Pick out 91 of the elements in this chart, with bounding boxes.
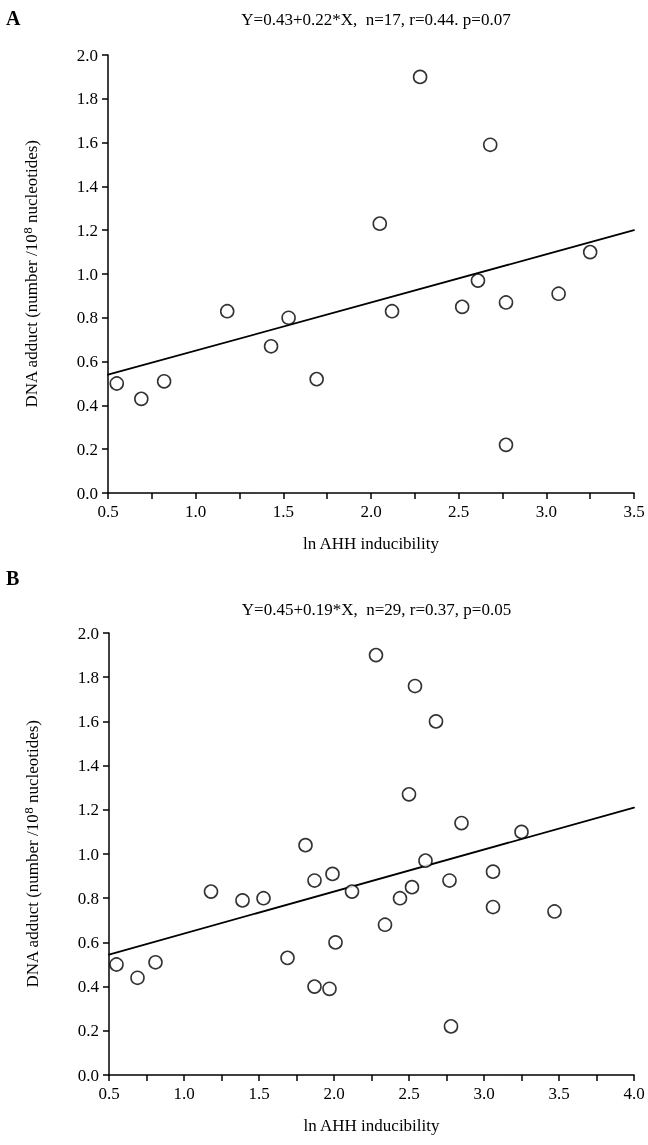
- point: [134, 391, 149, 407]
- point: [328, 935, 343, 950]
- x-tick-label: 1.5: [248, 1084, 270, 1103]
- y-tick-label: 0.4: [77, 977, 100, 997]
- point: [368, 647, 384, 663]
- point: [148, 954, 163, 970]
- y-tick-label: 0.6: [76, 352, 98, 372]
- x-tick-label: 3.0: [535, 502, 557, 521]
- point: [454, 815, 469, 831]
- x-tick-label: 0.5: [97, 502, 119, 521]
- y-axis-title: DNA adduct (number /108 nucleotides): [20, 139, 41, 408]
- point: [281, 310, 296, 326]
- point: [407, 678, 423, 694]
- x-tick-label: 2.0: [360, 502, 382, 521]
- point: [377, 917, 393, 933]
- y-tick-label: 0.0: [76, 483, 98, 503]
- point: [109, 957, 124, 972]
- y-tick-label: 1.6: [77, 711, 99, 731]
- y-axis-title: DNA adduct (number /108 nucleotides): [21, 719, 42, 988]
- point: [454, 299, 470, 315]
- text: A: [6, 7, 21, 29]
- point: [428, 714, 444, 729]
- point: [307, 979, 322, 994]
- point: [547, 904, 562, 919]
- y-tick-label: 2.0: [77, 623, 99, 643]
- point: [392, 890, 408, 906]
- point: [203, 884, 219, 899]
- y-tick-label: 1.2: [76, 220, 98, 240]
- chart-title: Y=0.43+0.22*X, n=17, r=0.44. p=0.07: [241, 10, 512, 29]
- x-tick-label: 2.0: [323, 1084, 345, 1103]
- point: [412, 69, 428, 85]
- y-tick-label: 0.2: [77, 1021, 99, 1041]
- y-tick-label: 1.8: [76, 89, 98, 109]
- x-axis-title: ln AHH inducibility: [303, 1116, 440, 1135]
- y-tick-label: 1.4: [77, 756, 100, 776]
- x-tick-label: 3.0: [473, 1084, 495, 1103]
- x-tick-label: 4.0: [623, 1084, 645, 1103]
- point: [498, 295, 514, 310]
- y-tick-label: 0.6: [77, 932, 99, 952]
- x-tick-label: 1.0: [185, 502, 207, 521]
- point: [109, 376, 125, 391]
- x-tick-label: 0.5: [98, 1084, 120, 1103]
- chart-title: Y=0.45+0.19*X, n=29, r=0.37, p=0.05: [241, 600, 512, 619]
- y-tick-label: 0.2: [76, 439, 98, 459]
- point: [401, 787, 417, 802]
- point: [443, 1019, 459, 1034]
- y-tick-label: 0.8: [76, 308, 98, 328]
- point: [309, 371, 324, 387]
- point: [130, 970, 145, 986]
- x-tick-label: 2.5: [448, 502, 470, 521]
- point: [344, 884, 360, 899]
- point: [404, 879, 420, 895]
- x-tick-label: 2.5: [398, 1084, 420, 1103]
- y-tick-label: 1.2: [77, 800, 99, 820]
- point: [485, 899, 501, 915]
- point: [256, 890, 271, 906]
- point: [498, 437, 514, 453]
- y-tick-label: 1.0: [76, 264, 98, 284]
- point: [219, 303, 235, 319]
- point: [307, 873, 322, 888]
- point: [372, 216, 388, 231]
- y-tick-label: 1.0: [77, 844, 99, 864]
- y-tick-label: 0.4: [76, 395, 99, 415]
- y-tick-label: 2.0: [76, 45, 98, 65]
- point: [384, 303, 400, 319]
- point: [322, 981, 337, 997]
- y-tick-label: 1.6: [76, 133, 98, 153]
- x-tick-label: 3.5: [548, 1084, 570, 1103]
- point: [514, 824, 529, 840]
- point: [325, 866, 340, 882]
- y-tick-label: 0.8: [77, 888, 99, 908]
- point: [582, 244, 598, 260]
- point: [156, 374, 172, 389]
- y-tick-label: 0.0: [77, 1065, 99, 1085]
- x-tick-label: 3.5: [623, 502, 645, 521]
- x-tick-label: 1.5: [272, 502, 294, 521]
- point: [298, 837, 313, 853]
- point: [280, 950, 295, 966]
- point: [442, 873, 457, 888]
- point: [482, 137, 498, 153]
- point: [470, 273, 486, 288]
- point: [263, 338, 279, 354]
- text: B: [6, 567, 20, 589]
- point: [418, 853, 433, 868]
- x-tick-label: 1.0: [173, 1084, 195, 1103]
- point: [551, 286, 566, 302]
- point: [485, 864, 501, 879]
- point: [235, 893, 250, 908]
- y-tick-label: 1.4: [76, 176, 99, 196]
- y-tick-label: 1.8: [77, 667, 99, 687]
- x-axis-title: ln AHH inducibility: [303, 534, 440, 553]
